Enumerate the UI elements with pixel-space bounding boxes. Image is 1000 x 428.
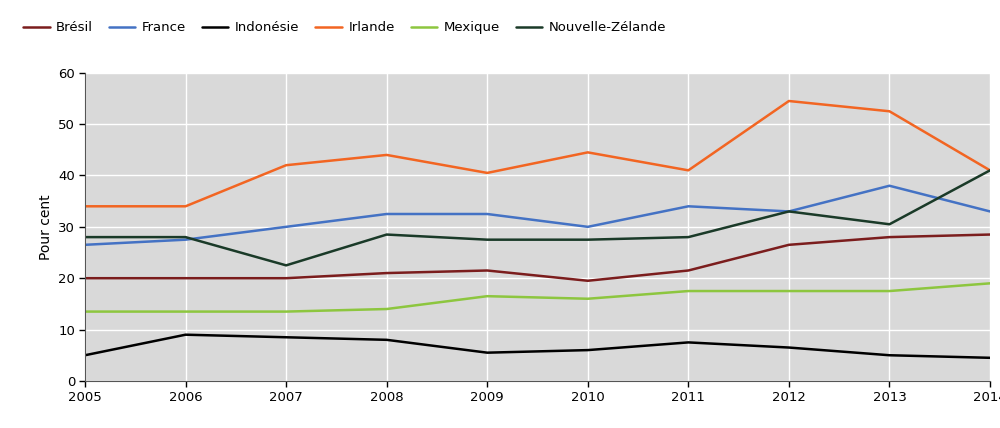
Irlande	[582, 150, 594, 155]
Nouvelle-Zélande	[783, 209, 795, 214]
Legend: Brésil, France, Indonésie, Irlande, Mexique, Nouvelle-Zélande: Brésil, France, Indonésie, Irlande, Mexi…	[17, 15, 673, 41]
Irlande	[381, 152, 393, 158]
France	[682, 204, 694, 209]
Irlande	[481, 170, 493, 175]
Irlande	[280, 163, 292, 168]
Line: Mexique: Mexique	[85, 283, 990, 312]
France	[481, 211, 493, 217]
France	[180, 237, 192, 242]
Mexique	[984, 281, 996, 286]
Brésil	[984, 232, 996, 237]
Indonésie	[79, 353, 91, 358]
Indonésie	[180, 332, 192, 337]
Line: Brésil: Brésil	[85, 235, 990, 281]
Indonésie	[381, 337, 393, 342]
Nouvelle-Zélande	[582, 237, 594, 242]
Y-axis label: Pour cent: Pour cent	[39, 194, 53, 260]
Mexique	[79, 309, 91, 314]
France	[79, 242, 91, 247]
Mexique	[381, 306, 393, 312]
Mexique	[783, 288, 795, 294]
Brésil	[883, 235, 895, 240]
Irlande	[682, 168, 694, 173]
France	[783, 209, 795, 214]
Mexique	[682, 288, 694, 294]
Brésil	[79, 276, 91, 281]
Brésil	[682, 268, 694, 273]
Nouvelle-Zélande	[180, 235, 192, 240]
Indonésie	[984, 355, 996, 360]
Irlande	[984, 168, 996, 173]
Irlande	[79, 204, 91, 209]
France	[582, 224, 594, 229]
Brésil	[481, 268, 493, 273]
Brésil	[582, 278, 594, 283]
Indonésie	[783, 345, 795, 350]
Brésil	[180, 276, 192, 281]
Mexique	[280, 309, 292, 314]
Irlande	[783, 98, 795, 104]
Nouvelle-Zélande	[984, 168, 996, 173]
Nouvelle-Zélande	[280, 263, 292, 268]
Line: France: France	[85, 186, 990, 245]
Indonésie	[682, 340, 694, 345]
Brésil	[381, 270, 393, 276]
Indonésie	[280, 335, 292, 340]
Irlande	[883, 109, 895, 114]
Line: Indonésie: Indonésie	[85, 335, 990, 358]
Nouvelle-Zélande	[481, 237, 493, 242]
Line: Irlande: Irlande	[85, 101, 990, 206]
Mexique	[582, 296, 594, 301]
France	[883, 183, 895, 188]
Mexique	[481, 294, 493, 299]
France	[984, 209, 996, 214]
Brésil	[280, 276, 292, 281]
Mexique	[180, 309, 192, 314]
Indonésie	[883, 353, 895, 358]
France	[381, 211, 393, 217]
France	[280, 224, 292, 229]
Line: Nouvelle-Zélande: Nouvelle-Zélande	[85, 170, 990, 265]
Irlande	[180, 204, 192, 209]
Mexique	[883, 288, 895, 294]
Indonésie	[481, 350, 493, 355]
Nouvelle-Zélande	[883, 222, 895, 227]
Indonésie	[582, 348, 594, 353]
Nouvelle-Zélande	[381, 232, 393, 237]
Nouvelle-Zélande	[79, 235, 91, 240]
Brésil	[783, 242, 795, 247]
Nouvelle-Zélande	[682, 235, 694, 240]
